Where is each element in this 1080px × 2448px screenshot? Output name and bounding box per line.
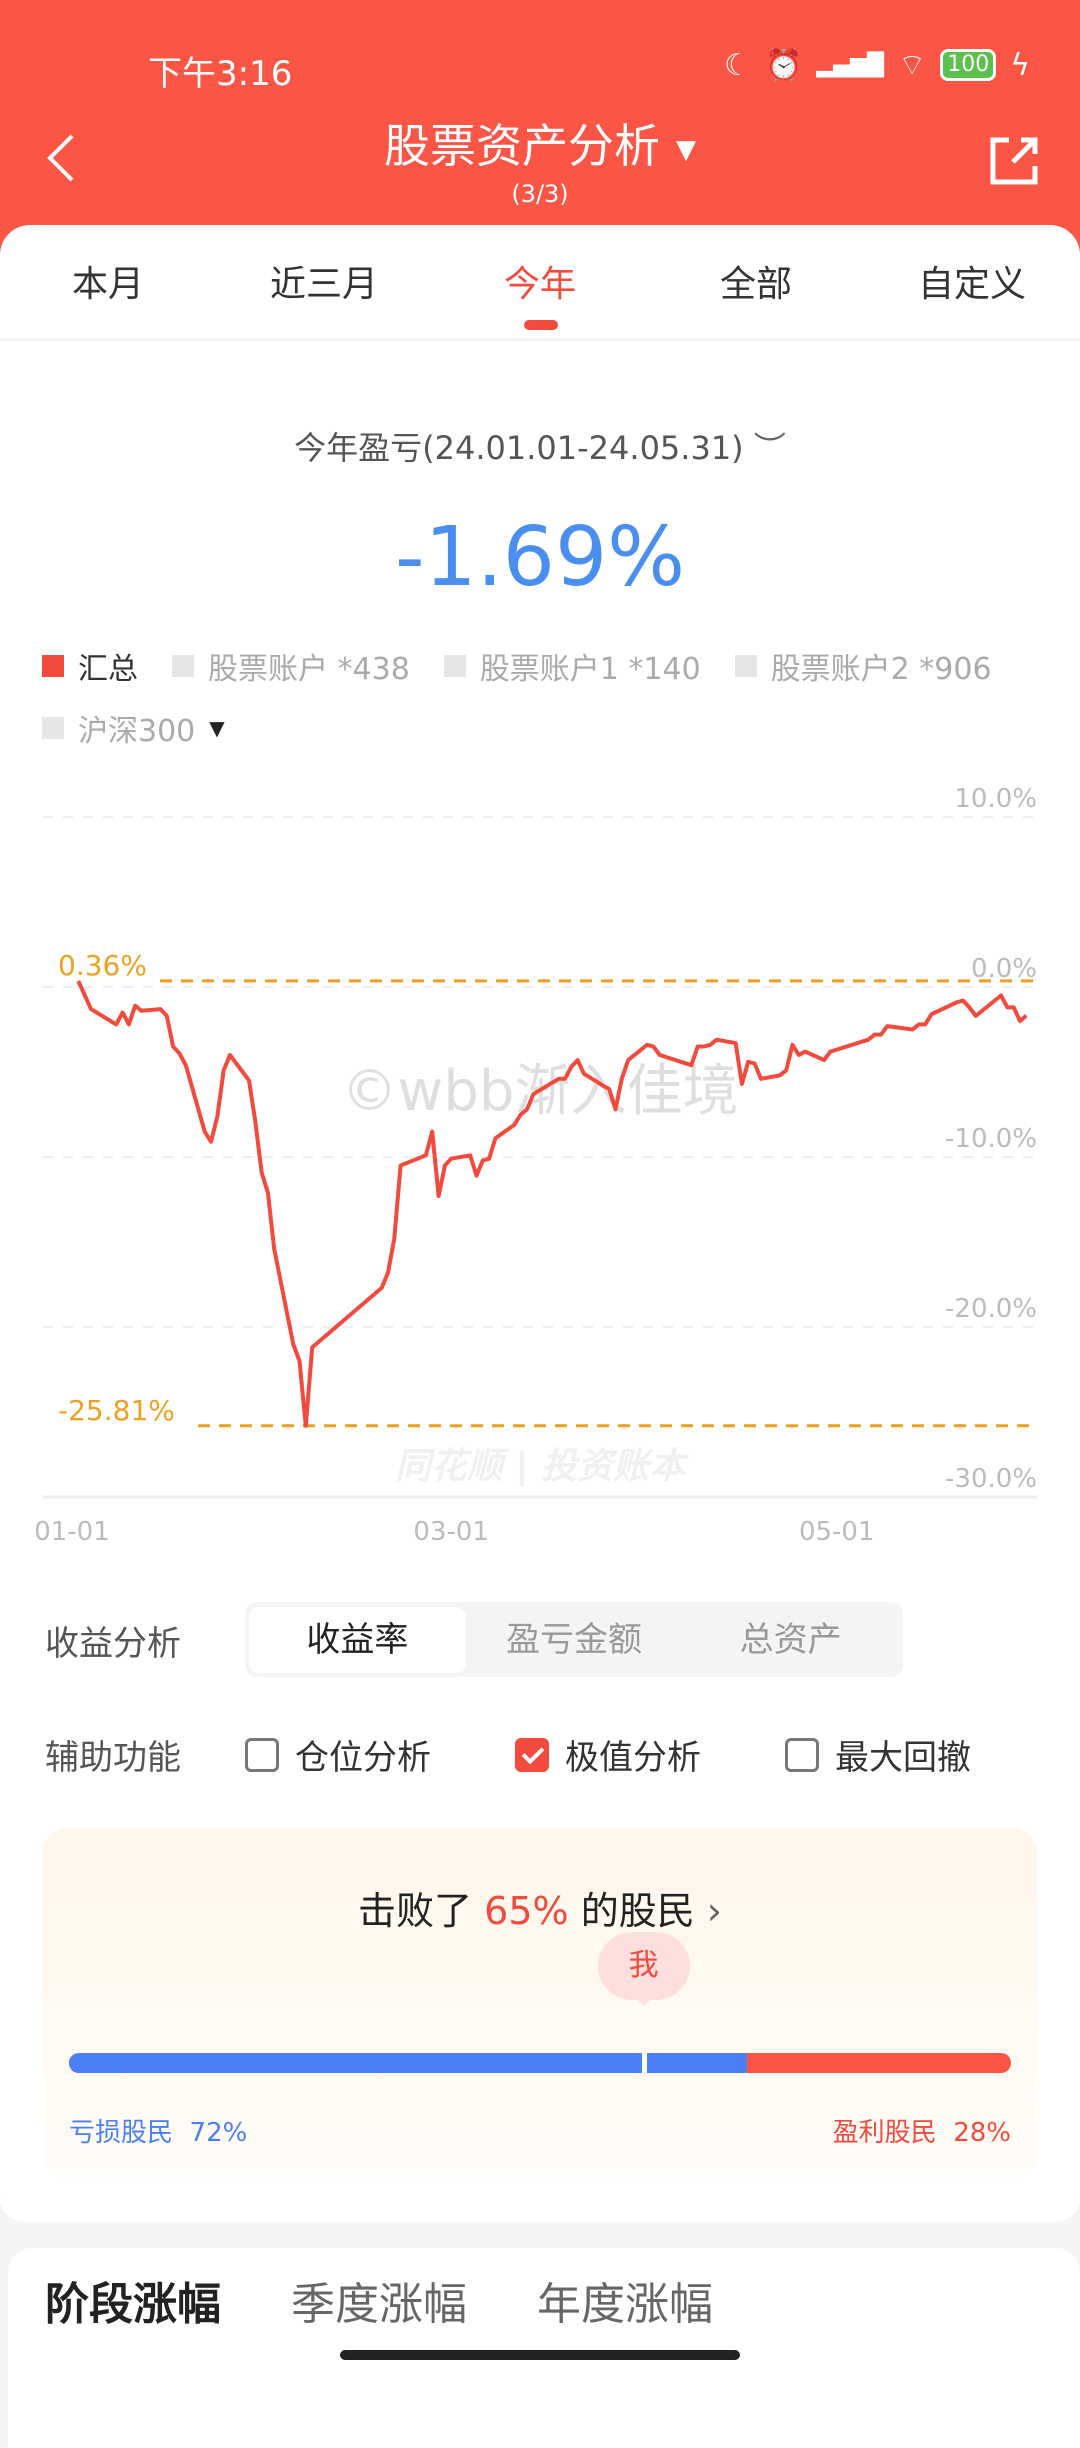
y-tick-label: 0.0% xyxy=(971,954,1037,984)
loss-label: 亏损股民 xyxy=(69,2118,174,2148)
home-indicator[interactable] xyxy=(340,2350,740,2360)
checkbox-icon[interactable] xyxy=(785,1737,819,1772)
legend-swatch xyxy=(42,717,64,739)
beat-suffix: 的股民 xyxy=(580,1889,695,1933)
profit-pct: 28% xyxy=(953,2118,1011,2148)
segment-return-rate[interactable]: 收益率 xyxy=(249,1606,466,1673)
y-tick-label: 10.0% xyxy=(954,784,1037,814)
legend-account-906[interactable]: 股票账户2 *906 xyxy=(734,644,992,688)
checkbox-icon[interactable] xyxy=(245,1737,279,1772)
checkbox-label: 最大回撤 xyxy=(835,1738,971,1778)
status-icons: ☾ ⏰ ▂▄▆█ ⌔ 100 ϟ xyxy=(724,46,1030,84)
legend-swatch xyxy=(172,655,194,677)
legend-label: 股票账户 *438 xyxy=(208,652,410,687)
pl-title: 今年盈亏(24.01.01-24.05.31) ︶ xyxy=(0,423,1080,469)
profit-label: 盈利股民 xyxy=(832,2118,937,2148)
profit-investors: 盈利股民 28% xyxy=(833,2112,1011,2149)
pl-chart[interactable]: 10.0%0.0%-10.0%-20.0%-30.0% ©wbb渐入佳境 同花顺… xyxy=(0,780,1080,1570)
legend-total[interactable]: 汇总 xyxy=(42,644,138,688)
legend-row-2: 沪深300 ▼ xyxy=(42,706,225,750)
me-position-mark xyxy=(641,2053,647,2073)
legend-account-140[interactable]: 股票账户1 *140 xyxy=(443,644,701,688)
signal-icon: ▂▄▆█ xyxy=(816,52,884,78)
back-icon[interactable] xyxy=(36,128,96,188)
legend-swatch xyxy=(734,655,757,677)
legend-account-438[interactable]: 股票账户 *438 xyxy=(172,644,410,688)
header-bar xyxy=(0,0,1080,260)
segment-total-assets[interactable]: 总资产 xyxy=(739,1619,842,1660)
wifi-icon: ⌔ xyxy=(898,48,927,83)
beat-prefix: 击败了 xyxy=(358,1889,473,1933)
x-tick-label: 05-01 xyxy=(799,1517,875,1547)
page-title[interactable]: 股票资产分析 ▼ xyxy=(0,110,1080,176)
beat-percent-link[interactable]: 击败了 65% 的股民 › xyxy=(0,1880,1080,1935)
y-tick-label: -10.0% xyxy=(945,1124,1037,1154)
tab-three-months[interactable]: 近三月 xyxy=(269,264,378,305)
tab-stage-gain[interactable]: 阶段涨幅 xyxy=(45,2279,221,2330)
alarm-icon: ⏰ xyxy=(764,47,803,83)
moon-icon: ☾ xyxy=(724,47,751,83)
battery-icon: 100 xyxy=(940,49,997,81)
tab-custom[interactable]: 自定义 xyxy=(917,264,1026,305)
loss-pct: 72% xyxy=(189,2118,248,2148)
loss-segment xyxy=(69,2053,748,2073)
charging-icon: ϟ xyxy=(1010,47,1030,83)
distribution-bar xyxy=(69,2053,1011,2073)
extreme-label: 0.36% xyxy=(58,949,147,982)
legend-label: 沪深300 xyxy=(78,714,196,749)
legend-label: 股票账户1 *140 xyxy=(479,652,701,687)
x-tick-label: 01-01 xyxy=(34,1517,110,1547)
y-tick-label: -30.0% xyxy=(945,1464,1037,1494)
segment-profit-amount[interactable]: 盈亏金额 xyxy=(506,1619,642,1660)
dropdown-icon[interactable]: ▼ xyxy=(676,134,696,165)
pl-value: -1.69% xyxy=(394,510,686,605)
share-icon[interactable] xyxy=(985,130,1045,190)
checkbox-checked-icon[interactable] xyxy=(515,1737,549,1772)
tab-quarter-gain[interactable]: 季度涨幅 xyxy=(291,2279,467,2330)
checkbox-position-analysis[interactable]: 仓位分析 xyxy=(245,1730,431,1779)
analysis-segmented-control: 收益率 盈亏金额 总资产 xyxy=(245,1602,903,1677)
series-line xyxy=(76,980,1028,1428)
checkbox-max-drawdown[interactable]: 最大回撤 xyxy=(785,1730,971,1779)
beat-percent: 65% xyxy=(484,1889,569,1933)
loss-investors: 亏损股民 72% xyxy=(69,2112,247,2149)
legend-row-1: 汇总 股票账户 *438 股票账户1 *140 股票账户2 *906 xyxy=(42,644,992,688)
tab-this-year[interactable]: 今年 xyxy=(503,264,576,305)
page-indicator: (3/3) xyxy=(511,180,569,208)
ranking-card xyxy=(43,1828,1037,2178)
gain-tabs: 阶段涨幅 季度涨幅 年度涨幅 xyxy=(45,2268,713,2332)
divider xyxy=(0,338,1080,341)
legend-swatch xyxy=(443,655,466,677)
tab-all[interactable]: 全部 xyxy=(719,264,792,305)
analysis-label: 收益分析 xyxy=(45,1624,181,1664)
legend-swatch xyxy=(42,655,64,677)
pl-title-text: 今年盈亏(24.01.01-24.05.31) xyxy=(294,429,744,467)
legend-label: 汇总 xyxy=(78,652,138,687)
legend-label: 股票账户2 *906 xyxy=(770,652,992,687)
watermark-brand: 同花顺 | 投资账本 xyxy=(395,1446,690,1487)
tab-this-month[interactable]: 本月 xyxy=(71,264,144,305)
title-text: 股票资产分析 xyxy=(384,119,660,173)
checkbox-label: 极值分析 xyxy=(565,1738,701,1778)
status-time: 下午3:16 xyxy=(148,54,293,94)
checkbox-extreme-analysis[interactable]: 极值分析 xyxy=(515,1730,701,1779)
y-tick-label: -20.0% xyxy=(945,1294,1037,1324)
checkbox-label: 仓位分析 xyxy=(295,1738,431,1778)
dropdown-icon[interactable]: ▼ xyxy=(209,716,225,740)
eye-closed-icon[interactable]: ︶ xyxy=(753,429,786,467)
chevron-right-icon[interactable]: › xyxy=(706,1889,722,1933)
tab-year-gain[interactable]: 年度涨幅 xyxy=(537,2279,713,2330)
me-marker: 我 xyxy=(597,1932,690,2006)
extreme-label: -25.81% xyxy=(58,1394,175,1427)
period-tabs: 本月 近三月 今年 全部 自定义 xyxy=(0,255,1080,307)
x-tick-label: 03-01 xyxy=(413,1517,489,1547)
aux-label: 辅助功能 xyxy=(45,1738,181,1778)
legend-hs300[interactable]: 沪深300 ▼ xyxy=(42,706,225,750)
active-tab-indicator xyxy=(524,320,558,330)
